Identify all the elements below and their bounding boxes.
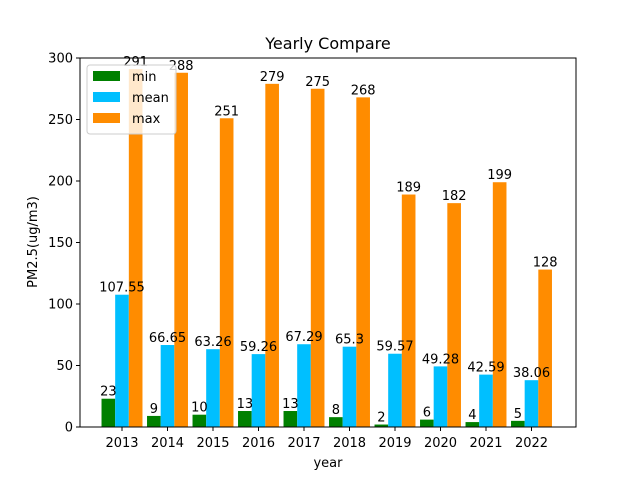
data-label-max-2017: 275: [305, 75, 330, 90]
legend-swatch-min: [93, 71, 120, 81]
data-label-min-2017: 13: [282, 397, 299, 412]
data-label-min-2015: 10: [191, 401, 208, 416]
x-tick-label-2013: 2013: [105, 436, 138, 451]
bar-min-2019: [374, 424, 389, 427]
data-label-mean-2013: 107.55: [99, 281, 145, 296]
bar-min-2015: [192, 414, 207, 427]
x-tick-label-2014: 2014: [151, 436, 184, 451]
y-tick-label-100: 100: [48, 298, 73, 313]
x-tick-label-2018: 2018: [333, 436, 366, 451]
data-label-max-2015: 251: [214, 104, 239, 119]
data-label-max-2019: 189: [396, 181, 421, 196]
x-axis-title: year: [313, 456, 343, 471]
bar-mean-2013: [115, 294, 129, 427]
bar-min-2020: [420, 419, 434, 427]
legend-label-max: max: [132, 112, 161, 127]
legend-swatch-mean: [93, 92, 120, 102]
y-axis-title: PM2.5(ug/m3): [26, 196, 41, 288]
bar-max-2013: [128, 69, 143, 427]
x-axis: 2013 2014 2015 2016 2017 2018 2019 2020 2021 2022: [105, 427, 548, 451]
x-tick-label-2019: 2019: [378, 436, 411, 451]
data-label-min-2021: 4: [468, 408, 476, 423]
x-tick-label-2020: 2020: [424, 436, 457, 451]
y-tick-label-300: 300: [48, 52, 73, 67]
bar-min-2018: [329, 417, 343, 427]
data-label-min-2014: 9: [150, 402, 158, 417]
x-tick-label-2021: 2021: [469, 436, 502, 451]
y-tick-label-200: 200: [48, 175, 73, 190]
data-label-min-2018: 8: [332, 403, 340, 418]
data-label-max-2021: 199: [487, 168, 512, 183]
bar-max-2017: [310, 88, 325, 427]
y-tick-label-50: 50: [56, 359, 73, 374]
x-tick-label-2022: 2022: [515, 436, 548, 451]
bar-max-2015: [219, 118, 234, 428]
data-label-mean-2021: 42.59: [467, 361, 504, 376]
bar-max-2021: [492, 182, 507, 427]
bar-mean-2014: [160, 345, 175, 427]
bar-mean-2021: [479, 374, 493, 427]
y-tick-label-250: 250: [48, 113, 73, 128]
bar-min-2021: [465, 422, 480, 427]
bars-layer: [101, 69, 552, 428]
data-label-max-2022: 128: [533, 256, 558, 271]
x-tick-label-2017: 2017: [287, 436, 320, 451]
data-label-min-2022: 5: [514, 407, 522, 422]
bar-min-2014: [147, 415, 161, 427]
data-label-mean-2016: 59.26: [240, 340, 277, 355]
data-label-mean-2018: 65.3: [335, 333, 364, 348]
bar-mean-2018: [342, 346, 357, 427]
data-label-max-2016: 279: [260, 70, 285, 85]
bar-max-2020: [447, 203, 461, 427]
data-label-min-2020: 6: [423, 406, 431, 421]
legend-label-mean: mean: [132, 91, 169, 106]
legend-label-min: min: [132, 70, 157, 85]
data-label-mean-2014: 66.65: [149, 331, 186, 346]
bar-mean-2016: [251, 354, 266, 427]
bar-max-2019: [401, 194, 416, 427]
legend-swatch-max: [93, 113, 120, 123]
y-tick-label-150: 150: [48, 236, 73, 251]
x-tick-label-2016: 2016: [242, 436, 275, 451]
data-label-mean-2020: 49.28: [422, 352, 459, 367]
bar-mean-2015: [206, 349, 220, 427]
bar-max-2018: [356, 97, 370, 428]
bar-min-2016: [238, 411, 252, 427]
bar-max-2016: [265, 83, 279, 427]
data-label-mean-2022: 38.06: [513, 366, 550, 381]
chart-title: Yearly Compare: [264, 34, 390, 53]
bar-mean-2022: [524, 380, 539, 427]
bar-mean-2019: [388, 353, 402, 427]
bar-min-2017: [283, 411, 298, 427]
legend: min mean max: [86, 64, 177, 135]
data-label-min-2016: 13: [237, 397, 254, 412]
data-label-max-2020: 182: [442, 189, 467, 204]
data-label-mean-2017: 67.29: [285, 330, 322, 345]
data-label-mean-2015: 63.26: [194, 335, 231, 350]
data-label-max-2018: 268: [351, 83, 376, 98]
data-label-min-2013: 23: [100, 385, 117, 400]
x-tick-label-2015: 2015: [196, 436, 229, 451]
data-label-mean-2019: 59.57: [376, 340, 413, 355]
bar-min-2022: [511, 420, 525, 427]
bar-mean-2020: [433, 366, 448, 427]
y-axis: 0 50 100 150 200 250 300: [48, 52, 80, 436]
bar-max-2022: [538, 269, 552, 427]
bar-mean-2017: [297, 344, 311, 427]
bar-max-2014: [174, 72, 188, 427]
data-label-min-2019: 2: [377, 411, 385, 426]
y-tick-label-0: 0: [65, 421, 73, 436]
bar-min-2013: [101, 398, 116, 427]
